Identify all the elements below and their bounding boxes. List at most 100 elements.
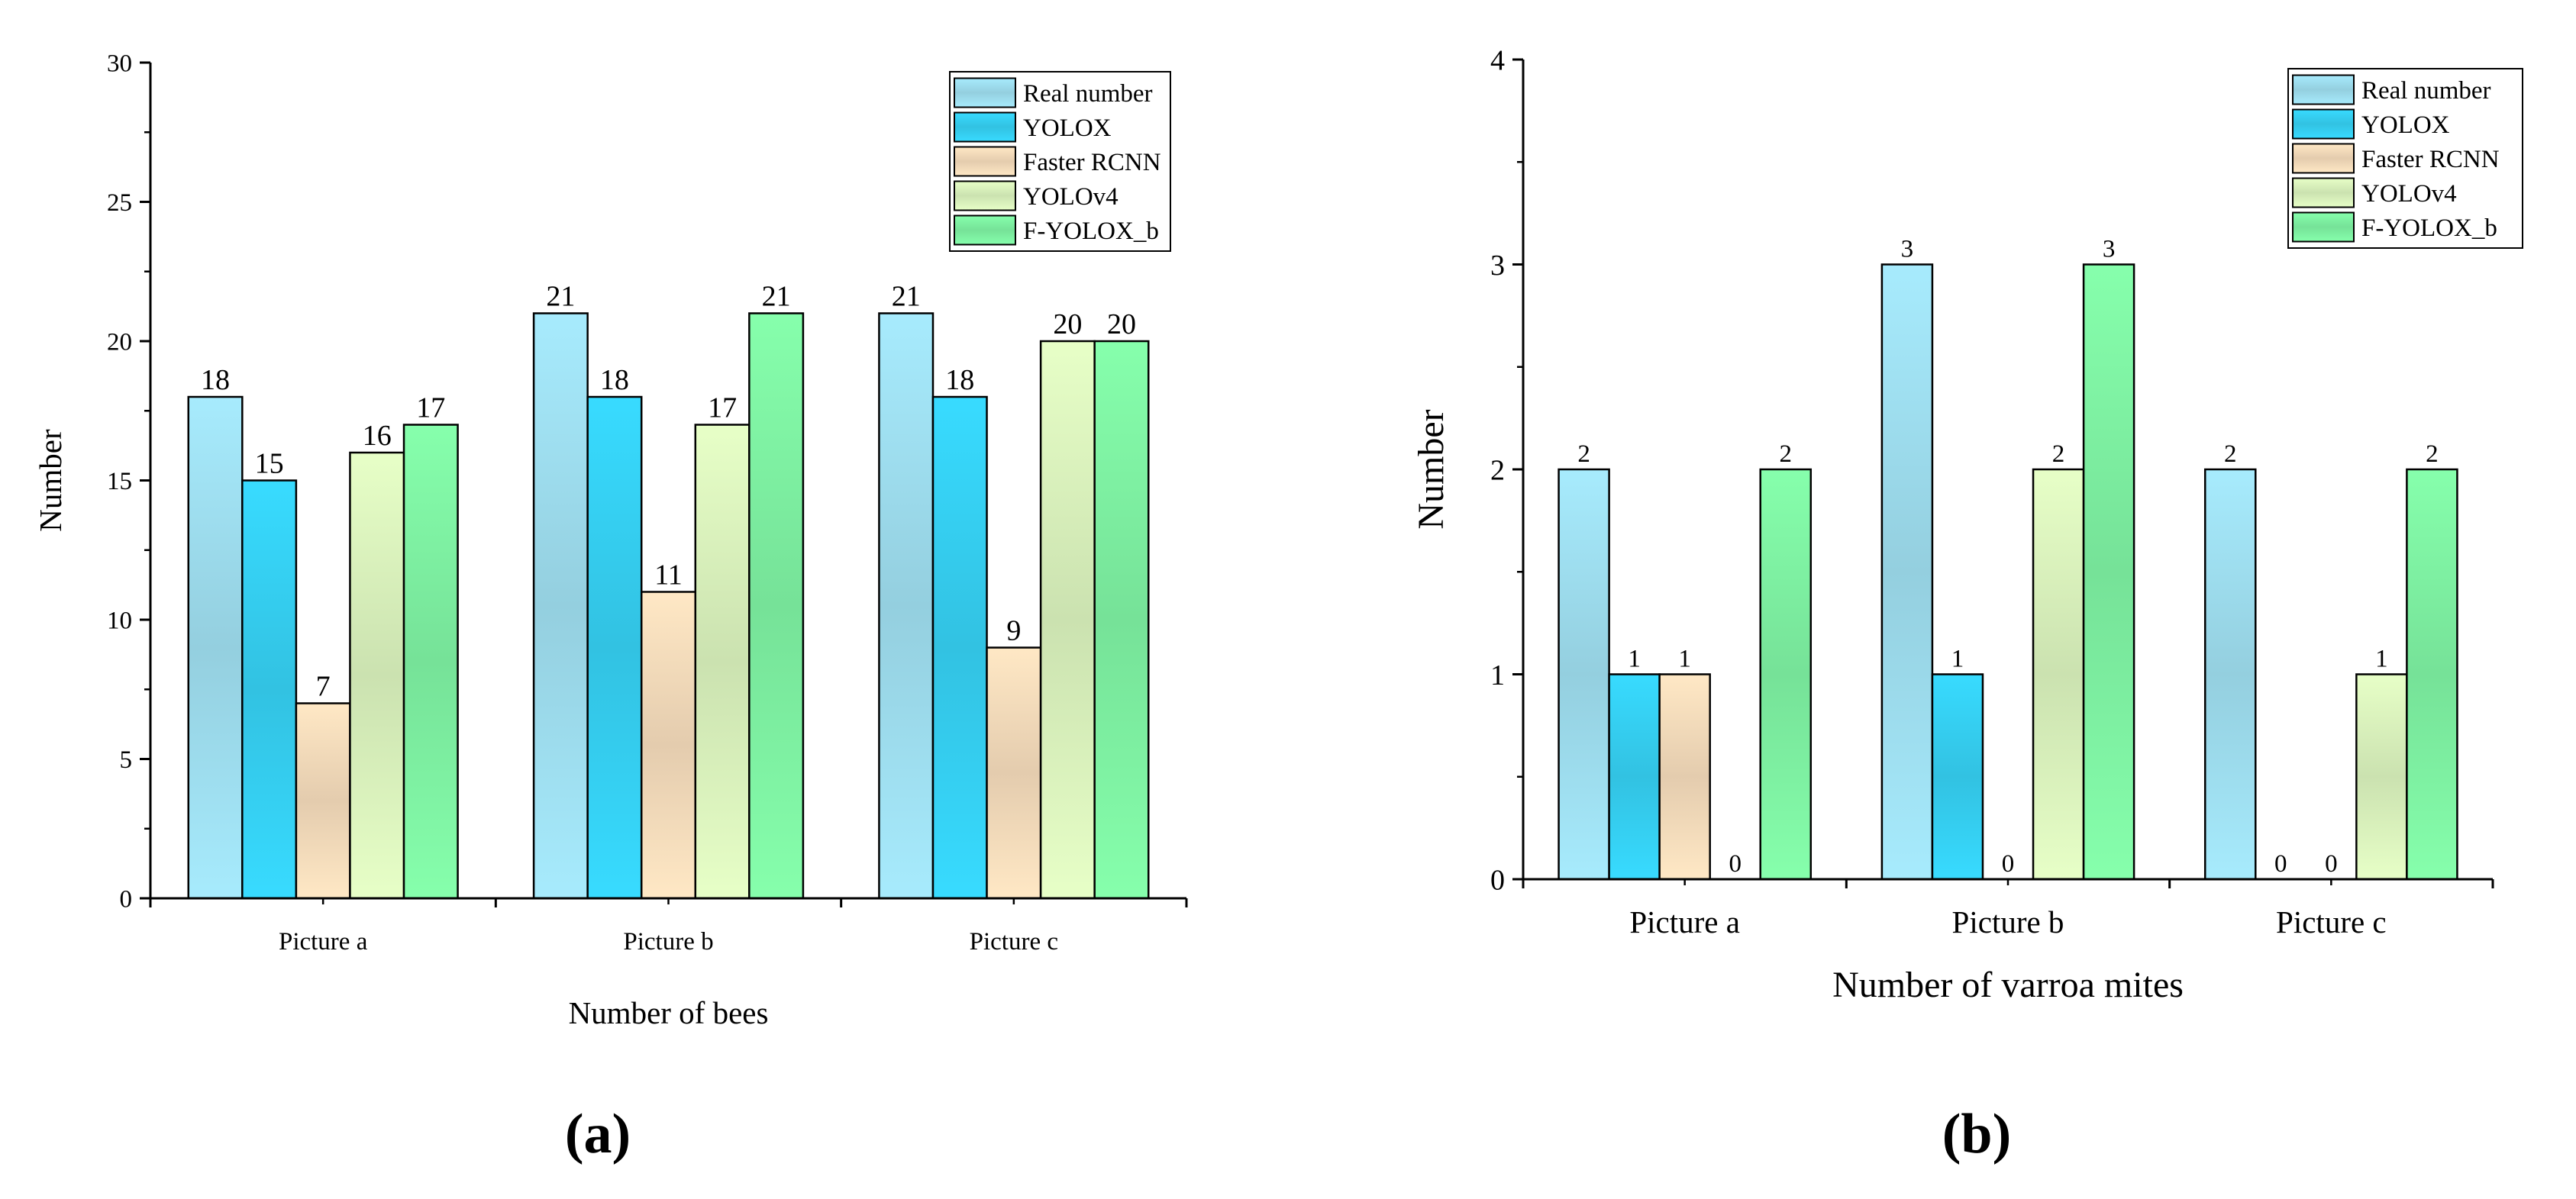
chart-b-bar-value-label: 2: [1577, 440, 1590, 468]
chart-a-y-tick-label: 0: [120, 886, 133, 914]
chart-a-x-tick-label: Picture b: [623, 928, 713, 956]
chart-b-legend-swatch: [2292, 211, 2355, 243]
chart-b-bar: [1608, 673, 1661, 881]
chart-a-legend-swatch: [954, 77, 1016, 108]
chart-a-bar: [1093, 340, 1150, 900]
chart-b-x-tick-label: Picture a: [1629, 904, 1740, 940]
chart-b-bar-value-label: 1: [1628, 646, 1641, 673]
chart-b-bar: [2203, 468, 2257, 881]
chart-a-x-tick-label: Picture a: [279, 928, 368, 956]
chart-a-bar-value-label: 21: [762, 281, 791, 313]
chart-b-y-tick-label: 2: [1490, 454, 1505, 486]
chart-a-legend-swatch: [954, 111, 1016, 143]
chart-a-bar: [241, 479, 298, 900]
chart-a-legend-swatch: [954, 180, 1016, 211]
chart-b-bar-value-label: 0: [2274, 850, 2287, 878]
chart-a-bar-value-label: 21: [892, 281, 921, 313]
chart-b-bar-value-label: 2: [2224, 440, 2237, 468]
chart-a-y-tick-label: 20: [107, 329, 132, 356]
chart-a-y-tick-label: 5: [120, 746, 133, 774]
chart-a-bar-value-label: 20: [1107, 308, 1136, 340]
chart-b-bar-value-label: 1: [1951, 646, 1964, 673]
chart-a-bar: [295, 702, 351, 900]
chart-b-bar: [2032, 468, 2085, 881]
chart-b-bar-value-label: 2: [2052, 440, 2065, 468]
chart-b-legend-swatch: [2292, 108, 2355, 140]
chart-b-y-tick-label: 4: [1490, 44, 1505, 76]
chart-a-legend-label: Faster RCNN: [1023, 149, 1161, 176]
chart-a-bar-value-label: 11: [654, 559, 683, 591]
chart-b-bar-value-label: 0: [1729, 850, 1742, 878]
chart-a-legend-swatch: [954, 214, 1016, 246]
chart-b-svg: 2 3 2 1 1 0 1 0 0 0 2 1 2 3 2 0 1 2 3 4 Picture a Picture b Pi…: [1411, 44, 2523, 1165]
chart-b-bar: [1880, 263, 1934, 881]
chart-b-panel-label: (b): [1942, 1103, 2011, 1165]
chart-b-bar-value-label: 0: [2002, 850, 2015, 878]
chart-b-bar: [1931, 673, 1984, 881]
chart-b-bar: [2082, 263, 2135, 881]
chart-b-legend-label: YOLOv4: [2361, 180, 2457, 208]
chart-a-legend: Real number YOLOX Faster RCNN YOLOv4 F-YOLOX…: [949, 71, 1171, 252]
chart-a-bar-value-label: 16: [363, 420, 392, 452]
chart-a-bar-value-label: 7: [316, 671, 331, 703]
chart-b-bar: [1558, 468, 1610, 881]
chart-a-panel-label: (a): [565, 1103, 631, 1165]
chart-b-legend-swatch: [2292, 74, 2355, 105]
chart-a-bar: [349, 451, 405, 900]
chart-a-legend-label: YOLOX: [1023, 114, 1112, 142]
chart-a-y-tick-label: 30: [107, 50, 132, 78]
chart-b-bar-value-label: 2: [1779, 440, 1792, 468]
chart-a-bar: [402, 424, 459, 900]
chart-a-bar: [878, 312, 935, 900]
chart-b-legend-swatch: [2292, 143, 2355, 174]
chart-b-bar-value-label: 3: [1901, 236, 1914, 263]
chart-a-bar: [748, 312, 805, 900]
chart-a-x-tick-label: Picture c: [970, 928, 1058, 956]
chart-b-x-tick-label: Picture c: [2276, 904, 2387, 940]
chart-a-legend-label: F-YOLOX_b: [1023, 218, 1159, 245]
chart-b-y-axis-title: Number: [1411, 409, 1451, 529]
chart-b-bar: [1759, 468, 1813, 881]
chart-a-bar-value-label: 18: [600, 364, 629, 396]
chart-a-x-axis-title: Number of bees: [569, 995, 769, 1030]
chart-a-bar: [586, 395, 643, 900]
chart-b-bar-value-label: 3: [2103, 236, 2116, 263]
chart-a-bar-value-label: 17: [416, 392, 445, 424]
chart-a-bar: [986, 646, 1042, 900]
chart-a-bar-value-label: 9: [1006, 615, 1021, 647]
chart-b-legend-label: F-YOLOX_b: [2361, 214, 2497, 242]
chart-b-legend-label: YOLOX: [2361, 111, 2450, 139]
chart-b-legend-label: Faster RCNN: [2361, 146, 2500, 173]
chart-a-bar-value-label: 15: [255, 448, 284, 480]
chart-b-bar: [2355, 673, 2408, 881]
chart-a-legend-swatch: [954, 146, 1016, 177]
chart-a-bar: [532, 312, 589, 900]
chart-a-bar-value-label: 21: [546, 281, 575, 313]
chart-b-bar-value-label: 1: [1678, 646, 1691, 673]
chart-b-bar: [2406, 468, 2458, 881]
chart-b-y-tick-label: 0: [1490, 864, 1505, 896]
chart-b-x-axis-title: Number of varroa mites: [1832, 965, 2184, 1005]
chart-a-svg: 18 21 21 15 18 18 7 11 9 16 17 20 17 21 20 0 5 10 15 20 25 30…: [33, 50, 1188, 1165]
chart-a-y-tick-label: 15: [107, 468, 132, 495]
chart-a-bar: [640, 591, 697, 900]
chart-a-bar: [694, 424, 751, 900]
chart-a-legend-label: YOLOv4: [1023, 183, 1119, 211]
chart-b-y-tick-label: 1: [1490, 659, 1505, 691]
chart-a-y-tick-label: 25: [107, 189, 132, 217]
chart-b-bar: [1658, 673, 1711, 881]
chart-b-legend-label: Real number: [2361, 77, 2491, 105]
chart-a-bar-value-label: 18: [201, 364, 230, 396]
chart-b-x-tick-label: Picture b: [1952, 904, 2064, 940]
chart-b-bar-value-label: 1: [2375, 646, 2388, 673]
chart-a-y-axis-title: Number: [33, 429, 68, 532]
chart-a-bar: [931, 395, 988, 900]
chart-a-bar: [187, 395, 244, 900]
chart-b-legend-swatch: [2292, 177, 2355, 208]
chart-b-bar-value-label: 2: [2426, 440, 2439, 468]
chart-a-bar: [1039, 340, 1096, 900]
chart-a-bar-value-label: 17: [708, 392, 737, 424]
chart-a-legend-label: Real number: [1023, 80, 1153, 108]
chart-a-y-tick-label: 10: [107, 608, 132, 635]
